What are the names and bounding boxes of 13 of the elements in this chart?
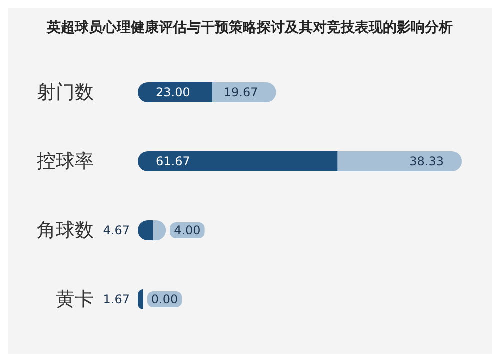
data-label: 4.00 — [174, 224, 201, 238]
data-label: 4.67 — [103, 224, 130, 238]
data-label: 19.67 — [224, 86, 258, 100]
chart-title: 英超球员心理健康评估与干预策略探讨及其对竞技表现的影响分析 — [46, 19, 453, 36]
y-tick-label: 角球数 — [37, 220, 94, 242]
data-label: 0.00 — [151, 292, 178, 306]
data-label: 23.00 — [156, 86, 190, 100]
data-label: 1.67 — [103, 292, 130, 306]
y-tick-label: 控球率 — [37, 150, 94, 172]
data-label: 61.67 — [156, 154, 190, 168]
y-tick-label: 黄卡 — [56, 288, 94, 310]
data-label: 38.33 — [410, 154, 444, 168]
y-tick-label: 射门数 — [37, 82, 94, 104]
